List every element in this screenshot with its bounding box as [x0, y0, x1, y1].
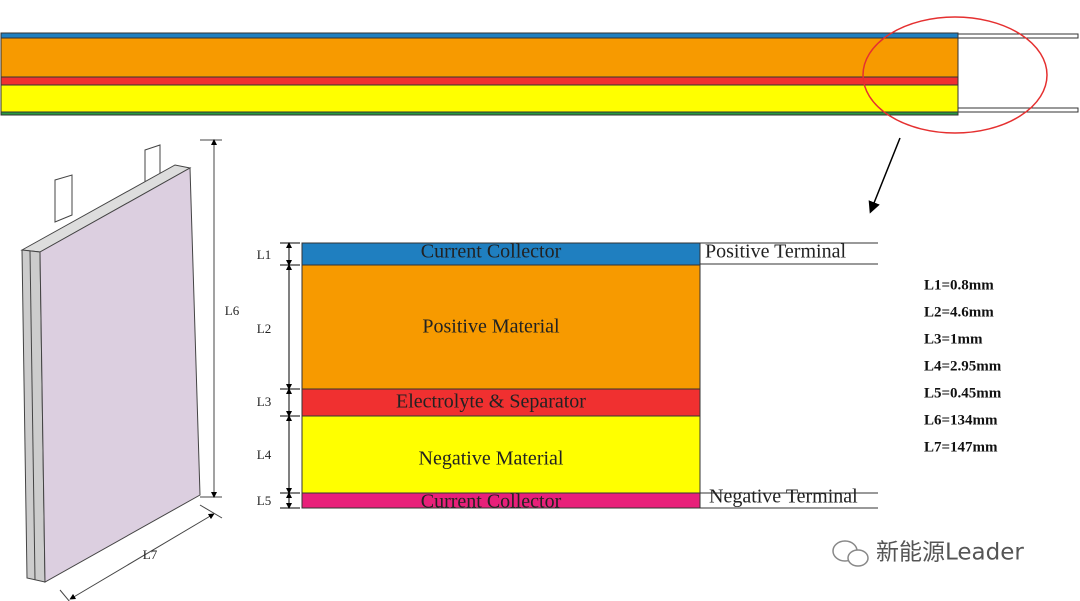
layer-dim: L3: [257, 394, 271, 409]
layer-label: Negative Material: [419, 448, 564, 470]
parameter: L4=2.95mm: [924, 358, 1002, 374]
highlight-circle: [862, 16, 1048, 134]
cross-section-strip: [0, 32, 1079, 116]
parameter: L2=4.6mm: [924, 304, 994, 320]
dimension-lines: [280, 242, 300, 509]
pouch-cell: [20, 139, 223, 601]
layer-dim: L1: [257, 247, 271, 262]
layer-label: Current Collector: [421, 491, 562, 513]
watermark: 新能源Leader: [832, 540, 1024, 567]
parameter: L3=1mm: [924, 331, 983, 347]
parameter: L7=147mm: [924, 439, 998, 455]
cell-dim: L7: [143, 547, 158, 562]
cell-dim: L6: [225, 303, 240, 318]
parameter-list: L1=0.8mm L2=4.6mm L3=1mm L4=2.95mm L5=0.45mm…: [924, 277, 1002, 455]
terminal-label: Positive Terminal: [705, 241, 846, 263]
layer-label: Positive Material: [422, 316, 560, 338]
parameter: L1=0.8mm: [924, 277, 994, 293]
layer-label: Electrolyte & Separator: [396, 391, 586, 413]
parameter: L5=0.45mm: [924, 385, 1002, 401]
layer-label: Current Collector: [421, 241, 562, 263]
layer-stack: [301, 242, 878, 509]
terminal-label: Negative Terminal: [709, 486, 858, 508]
layer-dim: L4: [257, 447, 272, 462]
layer-dim: L2: [257, 321, 271, 336]
layer-dim: L5: [257, 493, 271, 508]
watermark-text: 新能源Leader: [876, 540, 1024, 566]
zoom-arrow: [868, 137, 901, 214]
parameter: L6=134mm: [924, 412, 998, 428]
